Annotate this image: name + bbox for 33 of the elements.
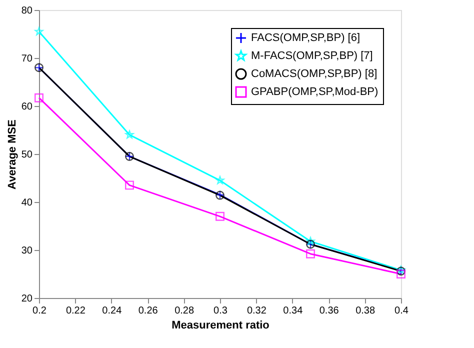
y-axis-title: Average MSE [6, 120, 18, 190]
x-axis-title: Measurement ratio [172, 320, 270, 332]
x-tick-label: 0.22 [66, 306, 86, 316]
point [34, 27, 44, 36]
point [216, 176, 224, 184]
x-tick-label: 0.36 [319, 306, 340, 316]
y-tick-label: 50 [21, 150, 33, 160]
x-tick-label: 0.38 [356, 306, 376, 316]
point [125, 180, 134, 190]
x-tick-label: 0.32 [246, 306, 267, 316]
x-tick-label: 0.34 [283, 306, 304, 316]
point [306, 249, 315, 258]
x-tick-label: 0.3 [214, 306, 228, 316]
x-tick-label: 0.2 [32, 306, 47, 316]
point [125, 130, 134, 139]
y-tick-label: 30 [21, 246, 33, 256]
y-tick-label: 70 [21, 54, 33, 64]
legend-label: FACS(OMP,SP,BP) [6] [251, 32, 360, 44]
point [396, 270, 406, 278]
legend-label: M-FACS(OMP,SP,BP) [7] [251, 50, 373, 62]
x-tick-label: 0.28 [174, 306, 194, 316]
y-tick-label: 40 [21, 198, 33, 208]
x-tick-label: 0.4 [394, 306, 409, 316]
legend-label: GPABP(OMP,SP,Mod-BP) [251, 86, 378, 98]
y-tick-label: 80 [21, 6, 33, 16]
y-tick-label: 60 [21, 102, 33, 112]
point [306, 236, 315, 246]
y-tick-label: 20 [21, 294, 33, 304]
legend-label: CoMACS(OMP,SP,BP) [8] [251, 68, 378, 80]
x-tick-label: 0.24 [102, 306, 122, 316]
point [34, 93, 44, 102]
x-tick-label: 0.26 [138, 306, 158, 316]
point [216, 212, 224, 221]
